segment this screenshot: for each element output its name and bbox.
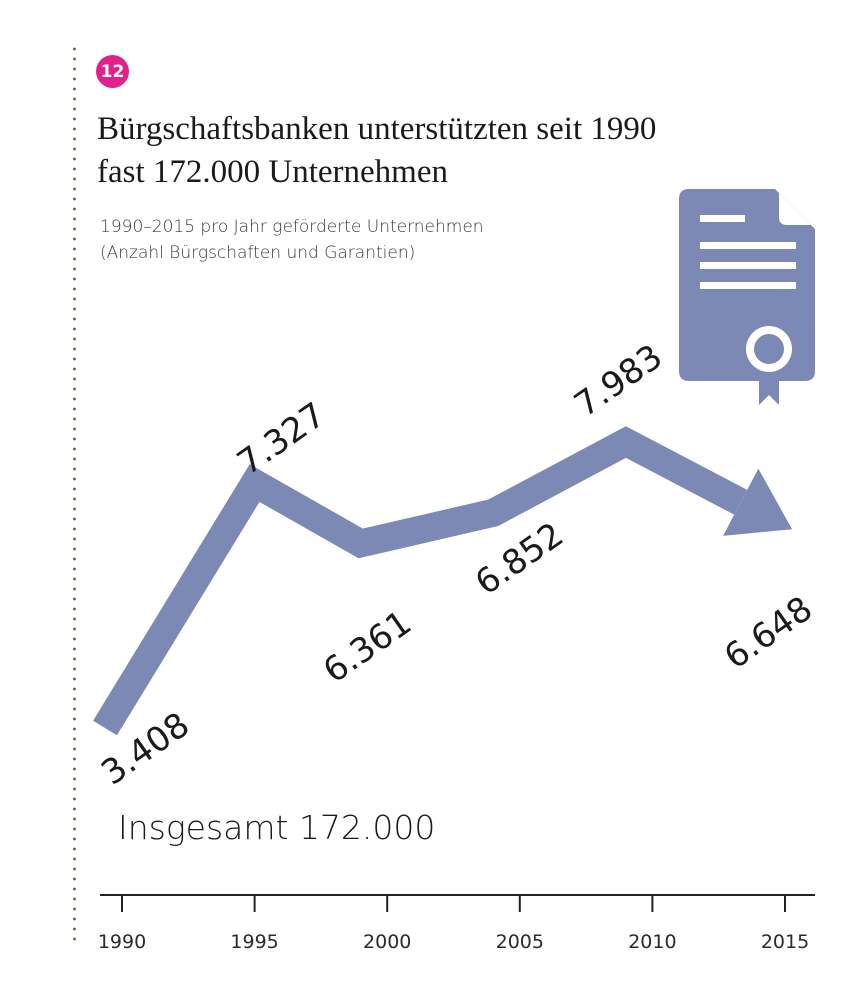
data-label: 7.327 bbox=[230, 395, 333, 484]
x-tick-label: 2010 bbox=[628, 931, 676, 953]
x-tick-label: 2000 bbox=[363, 931, 411, 953]
x-tick-label: 2015 bbox=[761, 931, 809, 953]
chart-subtitle: 1990–2015 pro Jahr geförderte Unternehme… bbox=[100, 214, 620, 266]
data-label: 6.648 bbox=[717, 589, 820, 678]
series-arrowhead bbox=[723, 468, 793, 536]
chart-title-line-1: Bürgschaftsbanken unterstützten seit 199… bbox=[97, 111, 657, 147]
chart-subtitle-line-1: 1990–2015 pro Jahr geförderte Unternehme… bbox=[100, 217, 484, 237]
x-tick-label: 2005 bbox=[496, 931, 544, 953]
chart-title: Bürgschaftsbanken unterstützten seit 199… bbox=[97, 108, 737, 194]
x-tick-label: 1995 bbox=[230, 931, 278, 953]
data-label: 6.361 bbox=[316, 603, 419, 692]
certificate-document-icon bbox=[679, 189, 815, 405]
chart-title-line-2: fast 172.000 Unternehmen bbox=[97, 154, 448, 190]
dotted-margin-line bbox=[73, 44, 76, 946]
series-line bbox=[93, 426, 748, 736]
x-tick-label: 1990 bbox=[98, 931, 146, 953]
chart-subtitle-line-2: (Anzahl Bürgschaften und Garantien) bbox=[100, 243, 416, 263]
total-label: Insgesamt 172.000 bbox=[118, 808, 436, 847]
figure-number-badge: 12 bbox=[96, 55, 129, 88]
data-label: 7.983 bbox=[567, 337, 670, 426]
